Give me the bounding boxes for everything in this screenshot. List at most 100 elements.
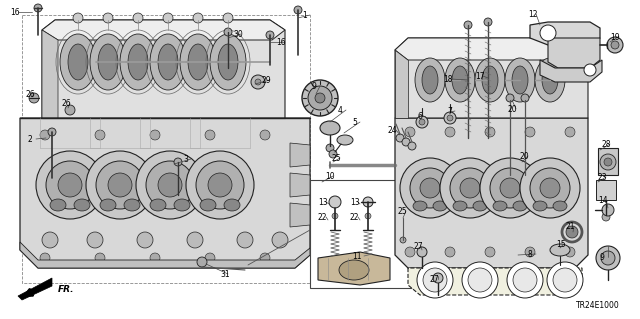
Circle shape <box>525 247 535 257</box>
Ellipse shape <box>128 44 148 80</box>
Circle shape <box>205 253 215 263</box>
Polygon shape <box>395 118 588 268</box>
Text: 26: 26 <box>62 99 72 108</box>
Polygon shape <box>548 38 600 68</box>
Polygon shape <box>290 203 310 227</box>
Circle shape <box>410 168 450 208</box>
Circle shape <box>565 247 575 257</box>
Circle shape <box>521 94 529 102</box>
Text: 16: 16 <box>10 8 20 17</box>
Text: 8: 8 <box>528 250 532 259</box>
Circle shape <box>507 262 543 298</box>
Bar <box>22 15 310 283</box>
Circle shape <box>308 86 332 110</box>
Ellipse shape <box>50 199 66 211</box>
Circle shape <box>408 142 416 150</box>
Text: 19: 19 <box>610 33 620 42</box>
Circle shape <box>196 161 244 209</box>
Circle shape <box>584 64 596 76</box>
Text: 3: 3 <box>183 155 188 164</box>
Circle shape <box>260 253 270 263</box>
Text: 15: 15 <box>556 240 566 249</box>
Ellipse shape <box>413 201 427 211</box>
Text: 31: 31 <box>220 270 230 279</box>
Ellipse shape <box>482 66 498 94</box>
Circle shape <box>460 178 480 198</box>
Circle shape <box>480 158 540 218</box>
Text: 10: 10 <box>325 172 335 181</box>
Circle shape <box>396 134 404 142</box>
Polygon shape <box>530 22 600 45</box>
Polygon shape <box>408 268 582 295</box>
Ellipse shape <box>415 58 445 102</box>
Ellipse shape <box>337 135 353 145</box>
Ellipse shape <box>452 66 468 94</box>
Circle shape <box>405 127 415 137</box>
Polygon shape <box>18 278 52 300</box>
Circle shape <box>405 247 415 257</box>
Circle shape <box>604 158 612 166</box>
Ellipse shape <box>553 201 567 211</box>
Text: 20: 20 <box>508 105 518 114</box>
Circle shape <box>365 213 371 219</box>
Circle shape <box>251 75 265 89</box>
Ellipse shape <box>445 58 475 102</box>
Polygon shape <box>395 38 588 60</box>
Circle shape <box>95 130 105 140</box>
Circle shape <box>294 6 302 14</box>
Circle shape <box>272 232 288 248</box>
Text: 29: 29 <box>262 76 271 85</box>
Text: FR.: FR. <box>58 286 74 294</box>
Circle shape <box>224 28 232 36</box>
Ellipse shape <box>535 58 565 102</box>
Circle shape <box>332 213 338 219</box>
Text: 27: 27 <box>430 275 440 284</box>
Circle shape <box>462 262 498 298</box>
Text: 11: 11 <box>352 252 362 261</box>
Text: 5: 5 <box>352 118 357 127</box>
Text: 30: 30 <box>233 30 243 39</box>
Circle shape <box>596 246 620 270</box>
Circle shape <box>464 21 472 29</box>
Text: 16: 16 <box>276 38 285 47</box>
Circle shape <box>58 173 82 197</box>
Circle shape <box>611 41 619 49</box>
Text: 20: 20 <box>520 152 530 161</box>
Circle shape <box>193 13 203 23</box>
Circle shape <box>400 237 406 243</box>
Ellipse shape <box>150 199 166 211</box>
Circle shape <box>186 151 254 219</box>
Text: 14: 14 <box>598 196 607 205</box>
Circle shape <box>205 130 215 140</box>
Ellipse shape <box>218 44 238 80</box>
Text: 4: 4 <box>338 106 343 115</box>
Circle shape <box>266 31 274 39</box>
Text: TR24E1000: TR24E1000 <box>576 301 620 310</box>
Ellipse shape <box>224 199 240 211</box>
Polygon shape <box>42 20 285 40</box>
Text: 28: 28 <box>602 140 611 149</box>
Circle shape <box>566 226 578 238</box>
Ellipse shape <box>542 66 558 94</box>
Circle shape <box>197 257 207 267</box>
Circle shape <box>329 150 337 158</box>
Circle shape <box>540 25 556 41</box>
Ellipse shape <box>210 34 246 90</box>
Ellipse shape <box>473 201 487 211</box>
Circle shape <box>419 119 425 125</box>
Circle shape <box>95 253 105 263</box>
Text: 6: 6 <box>417 112 422 121</box>
Circle shape <box>602 213 610 221</box>
Ellipse shape <box>98 44 118 80</box>
Ellipse shape <box>158 44 178 80</box>
Circle shape <box>163 13 173 23</box>
Text: 9: 9 <box>312 82 317 91</box>
Polygon shape <box>596 180 616 200</box>
Circle shape <box>260 130 270 140</box>
Circle shape <box>468 268 492 292</box>
Text: 25: 25 <box>398 207 408 216</box>
Circle shape <box>40 130 50 140</box>
Polygon shape <box>598 148 618 175</box>
Circle shape <box>506 94 514 102</box>
Ellipse shape <box>120 34 156 90</box>
